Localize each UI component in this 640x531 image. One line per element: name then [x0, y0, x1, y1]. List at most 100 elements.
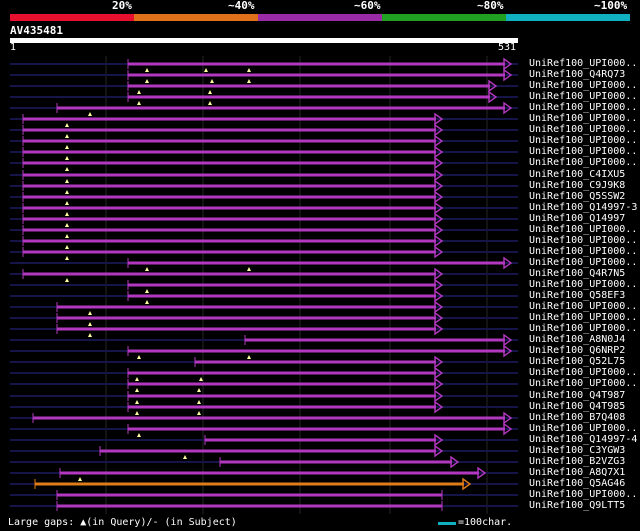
hit-label[interactable]: UniRef100_UPI000..	[529, 146, 638, 157]
query-gap-marker	[88, 311, 92, 315]
scale-label-40: ~40%	[228, 0, 255, 12]
hit-label[interactable]: UniRef100_UPI000..	[529, 367, 638, 378]
query-gap-marker	[247, 267, 251, 271]
hit-label[interactable]: UniRef100_UPI000..	[529, 312, 638, 323]
hit-label[interactable]: UniRef100_UPI000..	[529, 257, 638, 268]
hit-label[interactable]: UniRef100_B7Q408	[529, 412, 626, 423]
hit-bar	[57, 305, 436, 309]
query-gap-marker	[208, 101, 212, 105]
hit-label[interactable]: UniRef100_Q52L75	[529, 356, 626, 367]
hit-bar	[128, 84, 490, 88]
hit-label[interactable]: UniRef100_Q4T985	[529, 401, 626, 412]
hit-bar	[128, 62, 505, 66]
hit-bar	[23, 272, 436, 276]
hit-bar	[128, 95, 490, 99]
hit-bar	[33, 416, 505, 420]
hit-label[interactable]: UniRef100_Q4T987	[529, 390, 626, 401]
hit-label[interactable]: UniRef100_UPI000..	[529, 378, 638, 389]
hit-label[interactable]: UniRef100_Q14997-3	[529, 202, 638, 213]
hit-label[interactable]: UniRef100_UPI000..	[529, 58, 638, 69]
hit-label[interactable]: UniRef100_UPI000..	[529, 301, 638, 312]
hit-end-arrow	[488, 79, 498, 93]
hit-end-arrow	[434, 245, 444, 259]
hit-label[interactable]: UniRef100_C4IXU5	[529, 169, 626, 180]
hit-label[interactable]: UniRef100_Q5SSW2	[529, 191, 626, 202]
hit-label[interactable]: UniRef100_UPI000..	[529, 157, 638, 168]
query-gap-marker	[247, 68, 251, 72]
query-gap-marker	[65, 212, 69, 216]
hit-label[interactable]: UniRef100_C3YGW3	[529, 445, 626, 456]
hit-label[interactable]: UniRef100_UPI000..	[529, 323, 638, 334]
hit-bar	[128, 294, 436, 298]
hit-bar	[220, 460, 452, 464]
hit-label[interactable]: UniRef100_A8N0J4	[529, 334, 626, 345]
hit-end-arrow	[434, 168, 444, 182]
hit-label[interactable]: UniRef100_Q4R7N5	[529, 268, 626, 279]
hit-label[interactable]: UniRef100_UPI000..	[529, 235, 638, 246]
hit-label[interactable]: UniRef100_UPI000..	[529, 113, 638, 124]
hit-label[interactable]: UniRef100_UPI000..	[529, 80, 638, 91]
query-gap-marker	[65, 179, 69, 183]
scale-bar-cyan	[506, 14, 630, 21]
hit-label[interactable]: UniRef100_UPI000..	[529, 246, 638, 257]
hit-label[interactable]: UniRef100_UPI000..	[529, 91, 638, 102]
hit-bar	[128, 405, 436, 409]
hit-label[interactable]: UniRef100_UPI000..	[529, 124, 638, 135]
query-name: AV435481	[10, 24, 63, 37]
hit-bar	[60, 471, 479, 475]
hit-label[interactable]: UniRef100_UPI000..	[529, 489, 638, 500]
hit-end-arrow	[434, 223, 444, 237]
query-gap-marker	[65, 145, 69, 149]
query-start: 1	[10, 42, 17, 53]
query-gap-marker	[145, 300, 149, 304]
query-gap-marker	[65, 234, 69, 238]
query-gap-marker	[135, 377, 139, 381]
hit-end-arrow	[503, 422, 513, 436]
hit-label[interactable]: UniRef100_B2VZG3	[529, 456, 626, 467]
hit-bar	[57, 493, 442, 497]
hit-label[interactable]: UniRef100_Q14997-4	[529, 434, 638, 445]
query-gap-marker	[65, 278, 69, 282]
query-gap-marker	[137, 355, 141, 359]
hit-bar	[128, 349, 505, 353]
hit-bar	[35, 482, 464, 486]
hit-end-arrow	[434, 134, 444, 148]
hit-label[interactable]: UniRef100_UPI000..	[529, 423, 638, 434]
hit-label[interactable]: UniRef100_UPI000..	[529, 224, 638, 235]
hit-end-arrow	[434, 366, 444, 380]
query-gap-marker	[197, 388, 201, 392]
query-gap-marker	[65, 190, 69, 194]
hit-bar	[205, 438, 436, 442]
hit-end-arrow	[503, 101, 513, 115]
hit-label[interactable]: UniRef100_Q5AG46	[529, 478, 626, 489]
scale-bar-purple	[258, 14, 382, 21]
hit-label[interactable]: UniRef100_Q58EF3	[529, 290, 626, 301]
query-gap-marker	[135, 411, 139, 415]
hit-label[interactable]: UniRef100_Q4RQ73	[529, 69, 626, 80]
hit-bar	[23, 150, 436, 154]
query-gap-marker	[65, 223, 69, 227]
hit-label[interactable]: UniRef100_UPI000..	[529, 279, 638, 290]
hit-label[interactable]: UniRef100_UPI000..	[529, 102, 638, 113]
query-gap-marker	[145, 289, 149, 293]
hit-end-arrow	[503, 344, 513, 358]
hit-label[interactable]: UniRef100_Q14997	[529, 213, 626, 224]
hit-end-arrow	[434, 123, 444, 137]
hit-label[interactable]: UniRef100_C9J9K8	[529, 180, 626, 191]
query-gap-marker	[145, 79, 149, 83]
hit-end-arrow	[434, 377, 444, 391]
hit-label[interactable]: UniRef100_A8Q7X1	[529, 467, 626, 478]
query-gap-marker	[247, 355, 251, 359]
hit-bar	[128, 261, 505, 265]
hit-label[interactable]: UniRef100_Q9LTT5	[529, 500, 626, 511]
hit-bar	[23, 195, 436, 199]
hit-label[interactable]: UniRef100_Q6NRP2	[529, 345, 626, 356]
legend-scale-text: =100char.	[458, 517, 513, 528]
hit-label[interactable]: UniRef100_UPI000..	[529, 135, 638, 146]
query-gap-marker	[65, 167, 69, 171]
hit-bar	[23, 139, 436, 143]
query-gap-marker	[197, 411, 201, 415]
hit-end-arrow	[488, 90, 498, 104]
query-gap-marker	[137, 101, 141, 105]
hit-bar	[57, 504, 442, 508]
